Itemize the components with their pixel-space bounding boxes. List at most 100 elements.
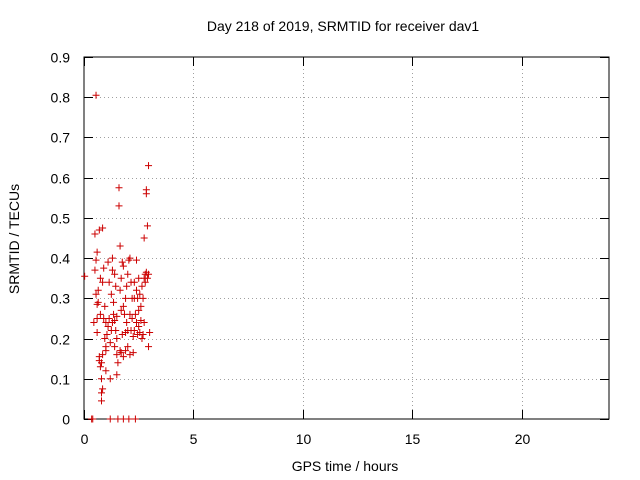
data-point xyxy=(93,248,101,256)
data-point xyxy=(141,278,149,286)
data-point xyxy=(92,256,100,264)
data-point xyxy=(106,339,114,347)
data-point xyxy=(135,306,143,314)
data-point xyxy=(92,91,100,99)
y-tick-label: 0.3 xyxy=(51,291,71,307)
data-point xyxy=(89,415,97,423)
data-point xyxy=(96,274,104,282)
data-point xyxy=(96,310,104,318)
data-point xyxy=(113,351,121,359)
data-point xyxy=(129,333,137,341)
data-point xyxy=(112,327,120,335)
y-tick-label: 0.2 xyxy=(51,332,71,348)
data-point xyxy=(146,329,154,337)
data-point xyxy=(107,290,115,298)
data-point xyxy=(96,363,104,371)
data-point xyxy=(92,290,100,298)
data-point xyxy=(93,314,101,322)
x-axis-label: GPS time / hours xyxy=(292,458,399,474)
data-point xyxy=(94,286,102,294)
x-tick-label: 15 xyxy=(405,431,421,447)
y-tick-label: 0.6 xyxy=(51,171,71,187)
y-tick-label: 0 xyxy=(62,412,70,428)
data-point xyxy=(102,318,110,326)
data-point xyxy=(102,343,110,351)
data-point xyxy=(113,335,121,343)
data-point xyxy=(140,318,148,326)
data-point xyxy=(139,294,147,302)
data-point xyxy=(94,298,102,306)
data-point xyxy=(117,306,125,314)
data-point xyxy=(145,270,153,278)
x-tick-label: 10 xyxy=(296,431,312,447)
data-point xyxy=(119,302,127,310)
y-tick-label: 0.9 xyxy=(51,50,71,66)
data-point xyxy=(111,270,119,278)
data-point xyxy=(104,258,112,266)
data-point xyxy=(101,335,109,343)
data-point xyxy=(117,274,125,282)
data-point xyxy=(131,415,139,423)
data-point xyxy=(128,314,136,322)
data-point xyxy=(81,272,89,280)
data-point xyxy=(98,389,105,397)
x-tick-label: 20 xyxy=(515,431,531,447)
data-point xyxy=(123,282,131,290)
data-point xyxy=(119,353,127,361)
data-point xyxy=(118,258,126,266)
data-point xyxy=(103,331,111,339)
data-point xyxy=(99,351,107,359)
data-point xyxy=(112,282,120,290)
data-point xyxy=(99,385,107,393)
data-point xyxy=(131,310,139,318)
data-point xyxy=(133,286,140,294)
data-point xyxy=(130,278,138,286)
data-point xyxy=(122,347,130,355)
data-point xyxy=(111,343,119,351)
data-point xyxy=(124,343,132,351)
y-tick-label: 0.7 xyxy=(51,130,71,146)
data-point xyxy=(142,190,150,198)
data-point xyxy=(105,314,113,322)
y-axis-label: SRMTID / TECUs xyxy=(6,184,22,294)
data-point xyxy=(111,316,119,324)
data-point xyxy=(138,335,146,343)
data-point xyxy=(137,302,145,310)
data-point xyxy=(116,286,124,294)
x-tick-label: 0 xyxy=(81,431,89,447)
data-point xyxy=(143,222,151,230)
data-point xyxy=(98,359,105,367)
data-point xyxy=(99,224,107,232)
chart-title: Day 218 of 2019, SRMTID for receiver dav… xyxy=(207,18,480,34)
data-point xyxy=(123,318,131,326)
data-point xyxy=(145,343,153,351)
data-point xyxy=(108,266,116,274)
grid-layer xyxy=(84,57,609,419)
data-point xyxy=(93,329,101,337)
data-point xyxy=(117,349,125,357)
plot-area-border xyxy=(83,56,610,420)
data-point xyxy=(110,298,118,306)
data-point xyxy=(106,415,114,423)
data-point xyxy=(145,162,153,170)
x-tick-label: 5 xyxy=(190,431,198,447)
data-point xyxy=(136,290,144,298)
data-point xyxy=(125,415,133,423)
y-tick-label: 0.5 xyxy=(51,211,71,227)
data-point xyxy=(113,371,121,379)
data-point xyxy=(119,262,127,270)
data-point xyxy=(115,184,123,192)
data-point xyxy=(114,359,122,367)
data-point xyxy=(133,256,140,264)
data-points xyxy=(81,91,154,423)
data-point xyxy=(116,242,124,250)
data-point xyxy=(115,202,123,210)
data-point xyxy=(105,278,113,286)
data-point xyxy=(124,270,132,278)
data-point xyxy=(99,278,107,286)
y-tick-label: 0.1 xyxy=(51,372,71,388)
data-point xyxy=(102,367,110,375)
data-point xyxy=(122,294,130,302)
data-point xyxy=(91,230,99,238)
